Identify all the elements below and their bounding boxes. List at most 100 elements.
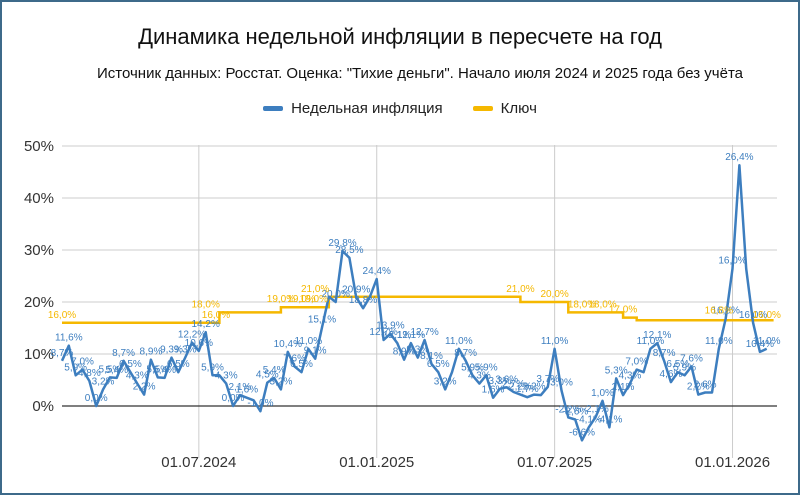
data-label-weekly: 4,6% bbox=[660, 369, 683, 380]
legend-label-key: Ключ bbox=[500, 100, 537, 117]
data-label-key: 18,0% bbox=[588, 299, 616, 310]
data-label-key: 16,0% bbox=[48, 310, 76, 321]
data-label-weekly: 0,0% bbox=[222, 393, 245, 404]
data-label-weekly: 15,1% bbox=[308, 314, 336, 325]
data-label-weekly: 9,3% bbox=[406, 345, 429, 356]
data-label-weekly: 4,3% bbox=[618, 371, 641, 382]
data-label-weekly: 2,2% bbox=[687, 382, 710, 393]
data-label-weekly: 12,7% bbox=[410, 327, 438, 338]
data-label-weekly: -4,1% bbox=[596, 414, 622, 425]
data-label-weekly: 20,0% bbox=[322, 289, 350, 300]
y-tick-label: 10% bbox=[24, 346, 54, 363]
data-label-key: 16,0% bbox=[202, 310, 230, 321]
data-label-weekly: 18,8% bbox=[349, 295, 377, 306]
data-label-key: 18,0% bbox=[568, 299, 596, 310]
data-label-weekly: 11,0% bbox=[637, 336, 665, 347]
y-tick-label: 40% bbox=[24, 190, 54, 207]
data-label-weekly: 11,0% bbox=[541, 336, 569, 347]
x-tick-label: 01.07.2025 bbox=[517, 454, 592, 471]
data-label-weekly: 1,6% bbox=[482, 385, 505, 396]
data-label-weekly: 8,7% bbox=[112, 348, 135, 359]
data-label-weekly: 4,3% bbox=[126, 371, 149, 382]
data-label-weekly: 10,6% bbox=[185, 338, 213, 349]
data-label-weekly: 20,9% bbox=[342, 284, 370, 295]
data-label-weekly: 5,5% bbox=[98, 364, 121, 375]
data-label-weekly: 26,4% bbox=[725, 152, 753, 163]
data-label-key: 16,8% bbox=[705, 306, 733, 317]
chart-subtitle: Источник данных: Росстат. Оценка: "Тихие… bbox=[96, 65, 743, 82]
data-label-weekly: 2,1% bbox=[612, 382, 635, 393]
data-label-weekly: 11,0% bbox=[445, 336, 473, 347]
data-label-weekly: 6,5% bbox=[666, 359, 689, 370]
data-label-weekly: 3,3% bbox=[488, 376, 511, 387]
data-label-weekly: 12,1% bbox=[643, 330, 671, 341]
data-label-key: 19,0% bbox=[287, 294, 315, 305]
data-label-weekly: 7,6% bbox=[680, 353, 703, 364]
data-label-weekly: 2,2% bbox=[133, 382, 156, 393]
data-label-weekly: 9,3% bbox=[174, 345, 197, 356]
x-tick-label: 01.07.2024 bbox=[161, 454, 236, 471]
data-label-weekly: -2,2% bbox=[555, 404, 581, 415]
data-label-weekly: 29,8% bbox=[328, 238, 356, 249]
data-label-weekly: 5,4% bbox=[263, 365, 286, 376]
data-label-key: 19,0% bbox=[300, 294, 328, 305]
data-label-weekly: 5,9% bbox=[64, 362, 87, 373]
data-label-weekly: 3,2% bbox=[270, 376, 293, 387]
data-label-weekly: 5,9% bbox=[201, 362, 224, 373]
x-tick-label: 01.01.2025 bbox=[339, 454, 414, 471]
data-label-weekly: -4,1% bbox=[576, 414, 602, 425]
data-label-weekly: 5,3% bbox=[605, 365, 628, 376]
data-label-weekly: 16,8% bbox=[712, 306, 740, 317]
legend-swatch-key bbox=[472, 106, 493, 111]
data-label-weekly: 10,4% bbox=[746, 339, 774, 350]
data-label-weekly: 6,5% bbox=[119, 359, 142, 370]
legend-label-weekly: Недельная инфляция bbox=[291, 100, 443, 117]
data-label-weekly: 3,6% bbox=[495, 374, 518, 385]
data-label-key: 16,0% bbox=[753, 310, 781, 321]
data-label-weekly: 16,0% bbox=[718, 256, 746, 267]
data-label-weekly: 2,2% bbox=[509, 382, 532, 393]
data-label-weekly: 5,9% bbox=[461, 362, 484, 373]
data-label-weekly: 5,4% bbox=[153, 365, 176, 376]
data-label-weekly: 2,1% bbox=[228, 382, 251, 393]
data-label-weekly: 11,0% bbox=[295, 336, 323, 347]
data-label-weekly: 3,2% bbox=[434, 376, 457, 387]
data-label-weekly: 12,1% bbox=[383, 330, 411, 341]
data-label-weekly: 8,1% bbox=[420, 351, 443, 362]
data-label-weekly: 4,3% bbox=[468, 371, 491, 382]
data-label-weekly: 2,2% bbox=[523, 382, 546, 393]
series-line-key bbox=[62, 295, 774, 325]
data-label-weekly: 9,1% bbox=[304, 346, 327, 357]
data-label-weekly: 5,9% bbox=[673, 362, 696, 373]
data-label-weekly: 4,3% bbox=[215, 371, 238, 382]
data-label-weekly: 28,5% bbox=[335, 245, 363, 256]
data-label-weekly: -2,6% bbox=[562, 407, 588, 418]
data-label-weekly: 9,3% bbox=[160, 345, 183, 356]
data-label-weekly: 6,5% bbox=[290, 359, 313, 370]
data-label-key: 19,0% bbox=[267, 294, 295, 305]
data-label-weekly: 4,5% bbox=[256, 370, 279, 381]
data-label-key: 21,0% bbox=[506, 284, 534, 295]
data-label-weekly: 13,9% bbox=[376, 321, 404, 332]
data-label-weekly: 24,4% bbox=[363, 266, 391, 277]
data-label-weekly: 1,0% bbox=[591, 388, 614, 399]
y-tick-label: 30% bbox=[24, 242, 54, 259]
data-label-key: 20,0% bbox=[540, 289, 568, 300]
data-label-weekly: 6,5% bbox=[427, 359, 450, 370]
legend-item-weekly: Недельная инфляция bbox=[263, 100, 443, 117]
data-label-weekly: 1,7% bbox=[516, 384, 539, 395]
data-label-weekly: 5,5% bbox=[146, 364, 169, 375]
data-label-weekly: -1,0% bbox=[247, 398, 273, 409]
data-label-key: 18,0% bbox=[192, 299, 220, 310]
data-label-weekly: 4,8% bbox=[78, 368, 101, 379]
data-label-weekly: 10,4% bbox=[274, 339, 302, 350]
y-tick-label: 0% bbox=[32, 398, 54, 415]
series-line-weekly bbox=[60, 163, 768, 442]
data-label-weekly: 3,7% bbox=[536, 374, 559, 385]
data-label-weekly: 2,6% bbox=[694, 379, 717, 390]
data-label-weekly: 12,2% bbox=[178, 330, 206, 341]
data-label-weekly: 2,7% bbox=[502, 379, 525, 390]
chart-legend: Недельная инфляция Ключ bbox=[0, 100, 800, 117]
